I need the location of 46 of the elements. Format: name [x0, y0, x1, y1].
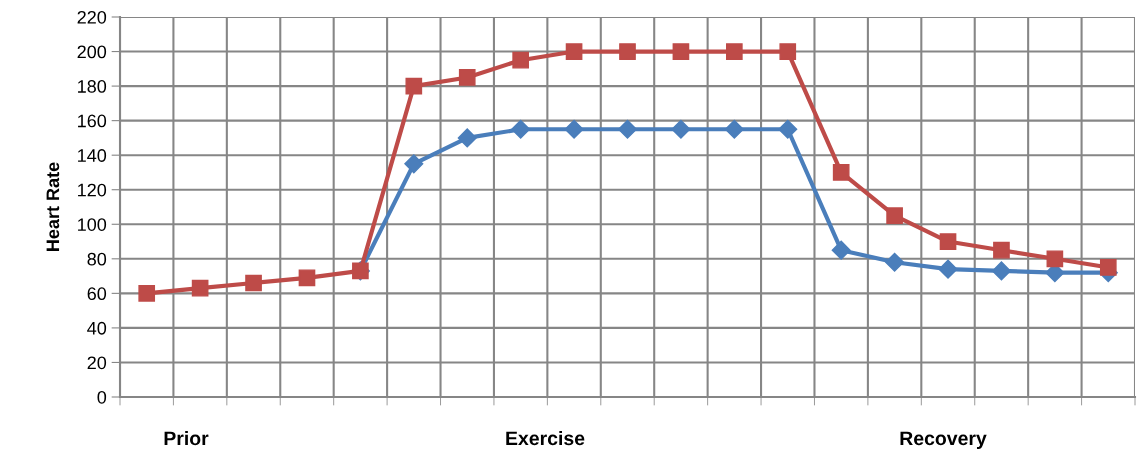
y-tick-label: 140: [78, 149, 107, 162]
point: [565, 43, 583, 60]
y-tick-label: 160: [78, 114, 107, 128]
point: [832, 164, 850, 181]
point: [991, 261, 1011, 281]
point: [298, 269, 316, 287]
text: Recovery: [900, 431, 987, 450]
point: [511, 119, 531, 139]
text: Exercise: [506, 430, 585, 446]
point: [726, 43, 743, 60]
y-tick-label: 100: [78, 218, 107, 231]
y-tick-label: 20: [87, 356, 107, 370]
point: [671, 119, 691, 139]
point: [939, 233, 957, 250]
y-tick-label: 220: [77, 10, 107, 24]
point: [831, 240, 851, 260]
point: [993, 241, 1010, 259]
point: [619, 43, 636, 60]
point: [404, 154, 424, 174]
point: [779, 43, 797, 60]
y-tick-label: 180: [78, 80, 107, 93]
point: [457, 128, 477, 148]
y-axis-title: Heart Rate: [46, 162, 60, 251]
y-tick-label: 60: [87, 287, 107, 301]
y-tick-label: 40: [87, 321, 107, 335]
point: [1046, 250, 1064, 268]
point: [886, 207, 903, 224]
y-tick-label: 120: [78, 183, 107, 197]
point: [672, 43, 690, 60]
text: Prior: [164, 430, 209, 446]
y-tick-label: 0: [97, 390, 107, 404]
point: [245, 274, 262, 292]
point: [885, 252, 905, 272]
point: [512, 51, 529, 69]
point: [617, 119, 638, 139]
point: [458, 69, 476, 86]
point: [405, 77, 423, 95]
y-tick-label: 80: [87, 252, 107, 266]
point: [564, 119, 584, 139]
point: [778, 119, 798, 139]
point: [724, 119, 744, 139]
y-tick-label: 200: [77, 45, 107, 59]
point: [1099, 259, 1117, 276]
point: [138, 285, 156, 302]
point: [938, 259, 958, 279]
point: [191, 279, 209, 297]
